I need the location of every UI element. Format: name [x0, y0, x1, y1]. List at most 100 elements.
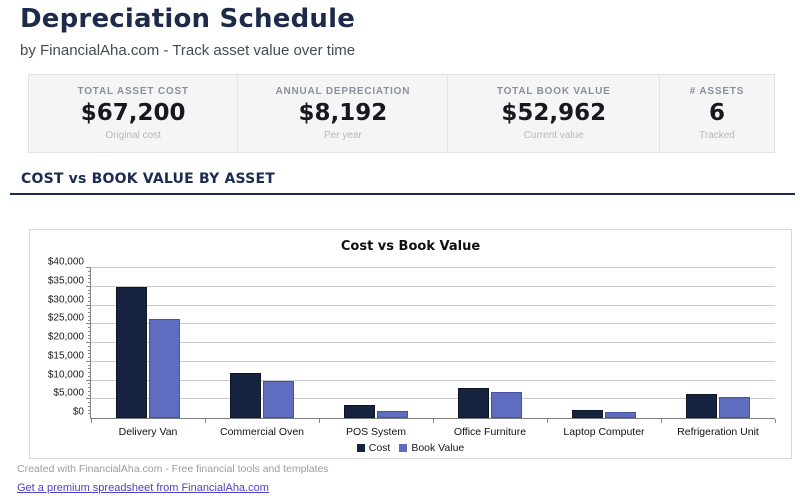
bar-book-value-refrigeration-unit	[719, 397, 750, 418]
y-axis-tick	[88, 372, 91, 373]
gridline	[91, 267, 775, 268]
legend-item-cost: Cost	[356, 442, 391, 454]
y-axis-tick	[86, 342, 91, 343]
y-axis-label: $25,000	[47, 312, 84, 324]
bar-cost-pos-system	[344, 405, 375, 418]
y-axis-label: $10,000	[47, 369, 84, 380]
chart-title: Cost vs Book Value	[340, 239, 481, 254]
y-axis-tick	[88, 289, 91, 291]
bar-cost-refrigeration-unit	[686, 394, 717, 418]
gridline	[91, 342, 775, 343]
stat-sublabel: Tracked	[699, 130, 735, 141]
y-axis-tick	[86, 323, 91, 325]
gridline	[91, 323, 775, 325]
stat-card-num-assets: # ASSETS 6 Tracked	[660, 75, 774, 152]
stat-value: 6	[708, 100, 725, 126]
x-axis-tick	[319, 419, 320, 423]
y-axis-tick	[88, 315, 91, 317]
gridline	[91, 285, 775, 287]
x-axis-label: Delivery Van	[118, 426, 178, 438]
x-axis-tick	[91, 419, 92, 423]
y-axis-label: $0	[72, 406, 84, 418]
x-axis-label: Laptop Computer	[563, 426, 645, 438]
y-axis-tick	[88, 387, 91, 388]
y-axis-tick	[88, 270, 91, 272]
stat-sublabel: Original cost	[105, 130, 161, 141]
y-axis-tick	[88, 300, 91, 302]
x-axis-label: Office Furniture	[453, 426, 527, 438]
stat-sublabel: Current value	[523, 130, 584, 141]
footer-premium-link[interactable]: Get a premium spreadsheet from Financial…	[17, 482, 269, 494]
y-axis-tick	[88, 368, 91, 370]
stat-value: $67,200	[80, 100, 186, 126]
y-axis-label: $35,000	[47, 275, 84, 287]
x-axis-tick	[205, 419, 206, 423]
y-axis-tick	[88, 405, 91, 407]
stats-row: TOTAL ASSET COST $67,200 Original cost A…	[28, 74, 775, 153]
x-axis-tick	[547, 419, 548, 423]
page-subtitle: by FinancialAha.com - Track asset value …	[20, 42, 356, 59]
y-axis-tick	[88, 345, 91, 347]
x-axis-label: POS System	[345, 426, 407, 438]
y-axis-tick	[88, 383, 91, 385]
section-title: COST vs BOOK VALUE BY ASSET	[21, 171, 275, 187]
y-axis-tick	[86, 360, 91, 362]
bar-book-value-commercial-oven	[263, 381, 294, 418]
stat-card-total-book-value: TOTAL BOOK VALUE $52,962 Current value	[448, 75, 660, 152]
y-axis-tick	[88, 308, 91, 310]
stat-value: $8,192	[298, 100, 388, 126]
bar-book-value-laptop-computer	[605, 412, 636, 418]
y-axis-tick	[86, 398, 91, 400]
bar-book-value-delivery-van	[149, 319, 180, 418]
y-axis-tick	[88, 364, 91, 366]
y-axis-label: $15,000	[47, 350, 84, 362]
bar-cost-delivery-van	[116, 287, 147, 418]
chart-container: Cost vs Book Value $0 $5,000 $10,000 $15,00…	[29, 229, 792, 459]
y-axis-tick	[88, 375, 91, 377]
y-axis-label: $20,000	[47, 331, 84, 343]
y-axis-tick	[86, 304, 91, 306]
page-title: Depreciation Schedule	[20, 4, 356, 34]
bar-book-value-pos-system	[377, 411, 408, 418]
y-axis-tick	[88, 390, 91, 392]
chart-plot: $0 $5,000 $10,000 $15,000 $20,000 $25,000 $30,…	[48, 257, 776, 438]
y-axis-tick	[86, 285, 91, 287]
stat-card-annual-depreciation: ANNUAL DEPRECIATION $8,192 Per year	[238, 75, 449, 152]
legend-swatch-icon	[356, 444, 365, 452]
footer-credit: Created with FinancialAha.com - Free fin…	[17, 463, 329, 475]
y-axis-tick	[88, 319, 91, 321]
y-axis-tick	[88, 402, 91, 403]
x-axis-tick	[433, 419, 434, 423]
legend-item-book-value: Book Value	[399, 442, 464, 454]
y-axis-tick	[88, 327, 91, 328]
y-axis-tick	[88, 349, 91, 351]
stat-label: TOTAL BOOK VALUE	[496, 86, 611, 97]
legend-label: Cost	[368, 442, 391, 454]
x-axis-tick	[775, 419, 776, 423]
y-axis-label: $40,000	[47, 256, 84, 268]
y-axis-tick	[88, 297, 91, 298]
gridline	[91, 360, 775, 362]
y-axis-tick	[88, 282, 91, 283]
y-axis-tick	[88, 330, 91, 332]
bar-cost-commercial-oven	[230, 373, 261, 418]
y-axis-tick	[86, 379, 91, 381]
stat-label: TOTAL ASSET COST	[77, 86, 189, 97]
x-axis-label: Commercial Oven	[219, 426, 305, 438]
y-axis-tick	[88, 312, 91, 313]
stat-sublabel: Per year	[323, 130, 362, 141]
legend-label: Book Value	[411, 442, 465, 454]
chart-legend: Cost Book Value	[30, 442, 791, 454]
y-axis-label: $30,000	[47, 294, 84, 305]
gridline	[91, 379, 775, 381]
y-axis-tick	[88, 413, 91, 415]
y-axis-tick	[88, 394, 91, 396]
section-divider	[10, 193, 795, 195]
stat-label: # ASSETS	[689, 86, 745, 97]
gridline	[91, 398, 775, 400]
y-axis-tick	[88, 274, 91, 276]
y-axis-tick	[88, 278, 91, 280]
x-axis-tick	[661, 419, 662, 423]
y-axis-tick	[88, 334, 91, 336]
